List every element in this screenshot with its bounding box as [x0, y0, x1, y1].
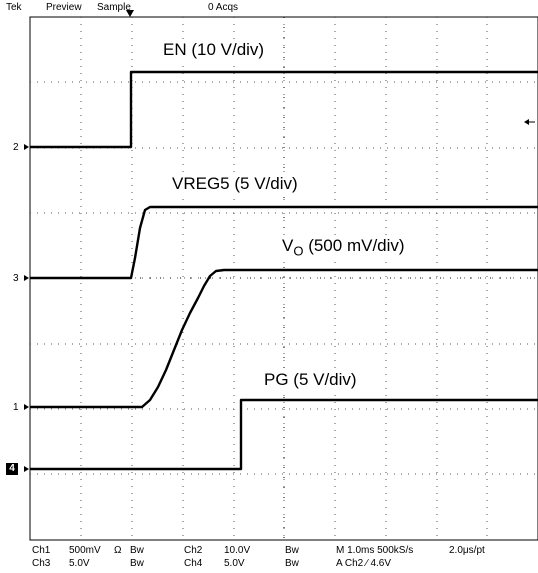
ch2-bandwidth: Bw [285, 545, 299, 556]
trace-vreg5 [30, 205, 538, 280]
vo-label-rest: (500 mV/div) [303, 236, 405, 255]
vo-label-main: V [282, 236, 294, 255]
trace-en [30, 70, 538, 149]
ch1-marker: 1 [13, 402, 19, 413]
trace-vo [30, 268, 538, 409]
acquisition-count: 0 Acqs [208, 2, 239, 13]
ch1-name: Ch1 [32, 545, 51, 556]
vo-label: VO (500 mV/div) [280, 236, 407, 262]
ch2-name: Ch2 [184, 545, 203, 556]
vertical-grid [80, 17, 488, 540]
ch1-bandwidth: Bw [130, 545, 144, 556]
ch1-position-icon [24, 404, 29, 410]
pg-label: PG (5 V/div) [262, 370, 359, 390]
brand-label: Tek [6, 2, 22, 13]
ch4-position-icon [24, 466, 29, 472]
ch3-position-icon [24, 275, 29, 281]
ch4-scale: 5.0V [224, 558, 245, 569]
ch1-scale: 500mV [69, 545, 101, 556]
trigger-level-icon [524, 119, 535, 125]
ch2-position-icon [24, 144, 29, 150]
mode-label: Preview [46, 2, 82, 13]
vo-label-subscript: O [293, 243, 304, 259]
ch3-scale: 5.0V [69, 558, 90, 569]
resolution: 2.0μs/pt [449, 545, 485, 556]
ch3-bandwidth: Bw [130, 558, 144, 569]
trigger-position-icon [126, 10, 134, 17]
ch3-marker: 3 [13, 273, 19, 284]
ch2-scale: 10.0V [224, 545, 251, 556]
trace-pg [30, 398, 538, 471]
ch1-impedance: Ω [114, 545, 122, 556]
acquisition-mode-label: Sample [97, 2, 131, 13]
en-label: EN (10 V/div) [161, 40, 267, 60]
ch4-bandwidth: Bw [285, 558, 299, 569]
trigger-setting: A Ch2 ∕ 4.6V [336, 558, 392, 569]
ch4-marker: 4 [6, 463, 18, 475]
vreg5-label: VREG5 (5 V/div) [170, 174, 300, 194]
ch3-name: Ch3 [32, 558, 51, 569]
timebase: M 1.0ms 500kS/s [336, 545, 414, 556]
ch2-marker: 2 [13, 142, 19, 153]
ch4-name: Ch4 [184, 558, 203, 569]
